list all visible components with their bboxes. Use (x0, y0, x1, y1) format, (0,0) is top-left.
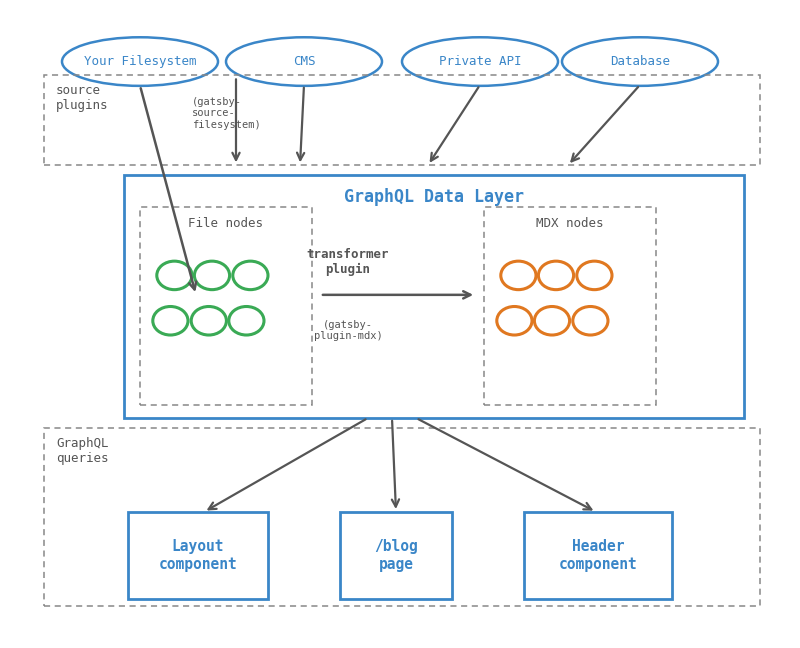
Bar (124, 175, 744, 418)
Text: (gatsby-
plugin-mdx): (gatsby- plugin-mdx) (314, 319, 382, 341)
Bar (128, 512, 268, 599)
Text: File nodes: File nodes (189, 217, 263, 230)
Ellipse shape (402, 37, 558, 86)
Bar (44, 75, 760, 165)
Text: source
plugins: source plugins (56, 84, 109, 112)
Text: Header
component: Header component (558, 539, 638, 572)
Text: Private API: Private API (438, 55, 522, 68)
Text: CMS: CMS (293, 55, 315, 68)
Text: MDX nodes: MDX nodes (536, 217, 604, 230)
Ellipse shape (226, 37, 382, 86)
Ellipse shape (62, 37, 218, 86)
Bar (524, 512, 672, 599)
Text: /blog
page: /blog page (374, 539, 418, 572)
Bar (140, 207, 312, 405)
Text: Layout
component: Layout component (158, 539, 238, 572)
Text: transformer
plugin: transformer plugin (306, 248, 390, 277)
Text: GraphQL
queries: GraphQL queries (56, 437, 109, 465)
Text: Your Filesystem: Your Filesystem (84, 55, 196, 68)
Text: (gatsby-
source-
filesystem): (gatsby- source- filesystem) (192, 97, 261, 130)
Bar (484, 207, 656, 405)
Bar (44, 428, 760, 606)
Text: GraphQL Data Layer: GraphQL Data Layer (344, 188, 524, 206)
Bar (340, 512, 452, 599)
Text: Database: Database (610, 55, 670, 68)
Ellipse shape (562, 37, 718, 86)
